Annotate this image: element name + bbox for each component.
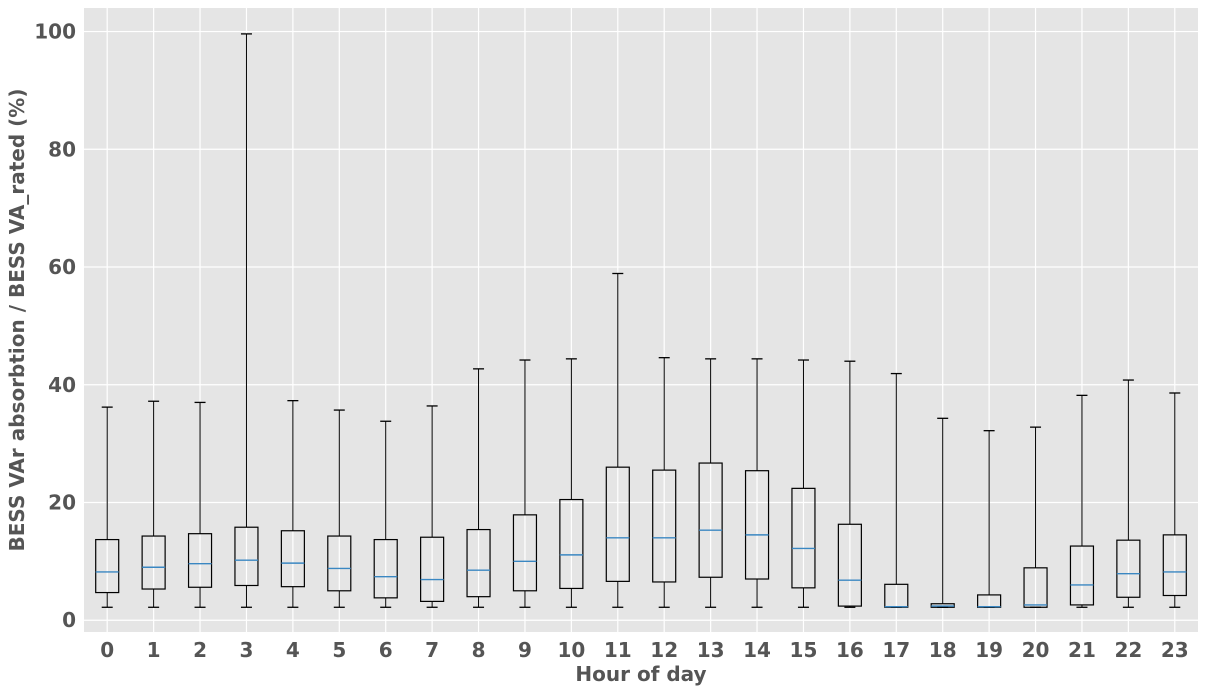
iqr-box: [512, 514, 538, 592]
box-hour-6: [373, 420, 398, 608]
x-tick-label: 3: [239, 638, 253, 662]
box-hour-7: [420, 405, 445, 608]
x-tick-label: 20: [1022, 638, 1050, 662]
iqr-box: [837, 523, 862, 607]
box-hour-11: [605, 272, 630, 608]
box-hour-18: [930, 417, 955, 608]
iqr-box: [420, 536, 445, 602]
box-hour-22: [1116, 379, 1141, 608]
x-tick-label: 15: [790, 638, 818, 662]
box-hour-13: [698, 358, 723, 608]
x-tick-label: 19: [975, 638, 1003, 662]
box-hour-3: [234, 33, 259, 608]
y-tick-label: 60: [48, 255, 76, 279]
iqr-box: [1023, 567, 1048, 608]
x-tick-label: 21: [1068, 638, 1096, 662]
x-tick-label: 1: [147, 638, 161, 662]
iqr-box: [605, 466, 630, 582]
x-axis-label: Hour of day: [575, 662, 706, 686]
y-tick-labels: 0 20 40 60 80 100: [34, 20, 76, 633]
iqr-box: [327, 535, 352, 592]
x-tick-label: 2: [193, 638, 207, 662]
box-hour-1: [141, 400, 166, 608]
box-hour-21: [1069, 394, 1095, 608]
iqr-box: [652, 469, 677, 583]
box-hour-19: [977, 430, 1002, 608]
box-hour-10: [559, 358, 584, 608]
iqr-box: [141, 535, 166, 590]
x-tick-label: 22: [1114, 638, 1142, 662]
iqr-box: [1162, 534, 1187, 597]
x-tick-label: 14: [743, 638, 771, 662]
plot-area-background: [84, 8, 1198, 632]
boxes-layer: [95, 33, 1187, 608]
y-tick-label: 100: [34, 20, 76, 44]
x-tick-labels: 0 1 2 3 4 5 6 7 8 9 10 11 12 13 14 15 16 17 18 19 20 21 22 23: [100, 638, 1188, 662]
box-hour-5: [327, 409, 352, 608]
y-tick-label: 0: [62, 608, 76, 632]
iqr-box: [698, 462, 723, 578]
x-tick-label: 8: [472, 638, 486, 662]
x-tick-label: 7: [425, 638, 439, 662]
iqr-box: [1069, 545, 1095, 606]
iqr-box: [791, 487, 816, 589]
x-tick-label: 5: [332, 638, 346, 662]
y-tick-label: 80: [48, 137, 76, 161]
box-hour-4: [280, 399, 305, 608]
iqr-box: [559, 498, 584, 590]
x-tick-label: 6: [379, 638, 393, 662]
iqr-box: [187, 533, 213, 588]
box-hour-16: [837, 360, 862, 608]
x-tick-label: 10: [557, 638, 585, 662]
x-tick-label: 18: [929, 638, 957, 662]
iqr-box: [234, 526, 259, 587]
box-hour-15: [791, 359, 816, 608]
x-tick-label: 11: [604, 638, 632, 662]
x-tick-label: 4: [286, 638, 300, 662]
box-hour-17: [884, 372, 909, 608]
x-tick-label: 13: [697, 638, 725, 662]
y-axis-label: BESS VAr absorbtion / BESS VA_rated (%): [5, 89, 29, 552]
box-hour-12: [652, 357, 677, 608]
box-hour-0: [95, 406, 120, 608]
box-hour-23: [1162, 392, 1187, 608]
iqr-box: [466, 528, 491, 598]
x-tick-label: 12: [650, 638, 678, 662]
x-tick-label: 23: [1161, 638, 1189, 662]
iqr-box: [1116, 539, 1141, 598]
iqr-box: [280, 530, 305, 588]
box-hour-2: [187, 401, 213, 608]
iqr-box: [95, 538, 120, 594]
x-tick-label: 0: [100, 638, 114, 662]
x-tick-label: 16: [836, 638, 864, 662]
box-hour-20: [1023, 426, 1048, 608]
y-tick-label: 40: [48, 373, 76, 397]
box-hour-9: [512, 359, 538, 608]
x-tick-label: 9: [518, 638, 532, 662]
iqr-box: [373, 538, 398, 599]
x-tick-label: 17: [882, 638, 910, 662]
box-hour-14: [744, 358, 770, 608]
iqr-box: [744, 470, 770, 580]
y-tick-label: 20: [48, 490, 76, 514]
box-hour-8: [466, 368, 491, 608]
